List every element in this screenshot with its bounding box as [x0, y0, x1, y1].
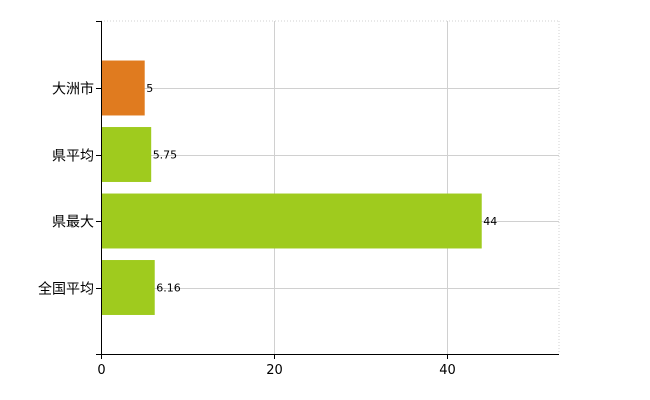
category-label: 大洲市	[52, 81, 94, 98]
bar	[101, 260, 155, 315]
grid	[101, 20, 560, 354]
data-label: 44	[483, 215, 497, 228]
category-label: 全国平均	[38, 281, 94, 298]
category-label: 県平均	[52, 149, 94, 165]
bar	[101, 60, 145, 116]
axes	[96, 21, 559, 359]
data-label: 6.16	[156, 282, 181, 295]
bars	[101, 60, 482, 315]
x-tick-label: 40	[439, 363, 456, 378]
x-tick-label: 20	[266, 363, 283, 378]
data-label: 5.75	[153, 149, 178, 162]
x-tick-label: 0	[97, 363, 105, 378]
data-label: 5	[146, 82, 153, 95]
bar	[101, 127, 152, 182]
bar	[101, 193, 482, 249]
category-label: 県最大	[52, 215, 94, 231]
